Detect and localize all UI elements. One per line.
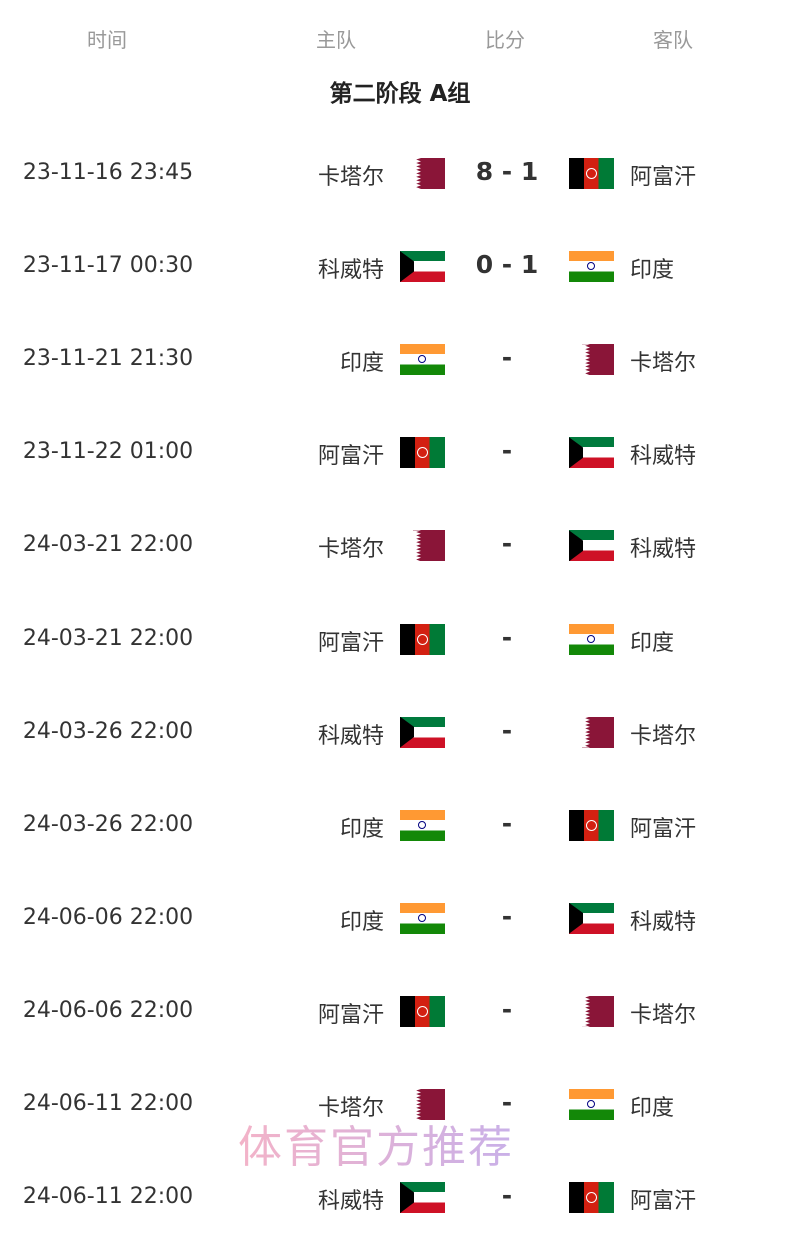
afghanistan-flag-icon <box>569 158 614 189</box>
match-time: 24-06-11 22:00 <box>22 1184 194 1210</box>
match-score: - <box>501 436 513 466</box>
kuwait-flag-icon <box>569 437 614 469</box>
match-row[interactable]: 24-06-11 22:00 科威特 - 阿富汗 <box>0 1177 800 1217</box>
match-row[interactable]: 24-06-06 22:00 印度 - 科威特 <box>0 898 800 938</box>
away-team: 阿富汗 <box>630 1189 697 1215</box>
qatar-flag-icon <box>413 530 445 562</box>
match-time: 24-03-26 22:00 <box>22 811 194 837</box>
india-flag-icon <box>569 623 614 655</box>
afghanistan-flag-icon <box>569 1182 614 1214</box>
match-time: 24-03-26 22:00 <box>22 718 194 744</box>
match-score: - <box>501 1088 513 1117</box>
home-team: 印度 <box>339 909 384 935</box>
india-flag-icon <box>400 902 445 934</box>
match-score: 8 - 1 <box>475 157 539 186</box>
qatar-flag-icon <box>582 344 614 376</box>
home-team: 阿富汗 <box>317 630 384 656</box>
home-team: 科威特 <box>317 258 384 284</box>
match-time: 24-03-21 22:00 <box>22 532 194 558</box>
afghanistan-flag-icon <box>400 995 445 1027</box>
kuwait-flag-icon <box>400 1182 445 1214</box>
kuwait-flag-icon <box>400 716 445 748</box>
match-row[interactable]: 24-03-26 22:00 科威特 - 卡塔尔 <box>0 712 800 752</box>
home-team: 印度 <box>339 351 384 377</box>
match-score: - <box>501 715 513 745</box>
india-flag-icon <box>400 809 445 841</box>
home-team: 卡塔尔 <box>317 1096 384 1121</box>
match-time: 24-06-11 22:00 <box>22 1091 194 1116</box>
match-time: 24-06-06 22:00 <box>22 997 194 1023</box>
header-score: 比分 <box>485 28 525 52</box>
away-team: 卡塔尔 <box>630 723 697 749</box>
match-score: 0 - 1 <box>475 250 539 280</box>
away-team: 卡塔尔 <box>630 351 697 377</box>
match-score: - <box>501 994 513 1024</box>
qatar-flag-icon <box>582 716 614 748</box>
away-team: 阿富汗 <box>630 816 697 842</box>
india-flag-icon <box>400 344 445 376</box>
afghanistan-flag-icon <box>400 623 445 655</box>
home-team: 阿富汗 <box>317 1002 384 1028</box>
afghanistan-flag-icon <box>569 809 614 841</box>
watermark: 体育官方推荐 <box>238 1122 514 1173</box>
match-time: 23-11-21 21:30 <box>22 346 194 372</box>
away-team: 印度 <box>630 258 675 284</box>
afghanistan-flag-icon <box>400 437 445 469</box>
qatar-flag-icon <box>413 158 445 189</box>
home-team: 卡塔尔 <box>317 165 384 190</box>
match-score: - <box>501 1181 513 1211</box>
away-team: 科威特 <box>630 444 697 470</box>
kuwait-flag-icon <box>400 251 445 283</box>
match-time: 23-11-17 00:30 <box>22 253 194 279</box>
group-title: 第二阶段 A组 <box>329 81 471 107</box>
kuwait-flag-icon <box>569 902 614 934</box>
home-team: 印度 <box>339 816 384 842</box>
qatar-flag-icon <box>582 995 614 1027</box>
away-team: 阿富汗 <box>630 165 697 190</box>
kuwait-flag-icon <box>569 530 614 562</box>
header-time: 时间 <box>87 28 127 52</box>
match-row[interactable]: 23-11-21 21:30 印度 - 卡塔尔 <box>0 339 800 379</box>
away-team: 印度 <box>630 630 675 656</box>
match-score: - <box>501 622 513 652</box>
home-team: 阿富汗 <box>317 444 384 470</box>
match-time: 23-11-22 01:00 <box>22 439 194 465</box>
match-row[interactable]: 24-03-26 22:00 印度 - 阿富汗 <box>0 805 800 845</box>
away-team: 印度 <box>630 1096 675 1121</box>
home-team: 卡塔尔 <box>317 537 384 563</box>
away-team: 科威特 <box>630 537 697 563</box>
away-team: 卡塔尔 <box>630 1002 697 1028</box>
match-time: 23-11-16 23:45 <box>22 160 194 185</box>
match-row[interactable]: 24-06-06 22:00 阿富汗 - 卡塔尔 <box>0 991 800 1031</box>
match-time: 24-03-21 22:00 <box>22 625 194 651</box>
match-time: 24-06-06 22:00 <box>22 904 194 930</box>
header-away: 客队 <box>653 28 693 52</box>
match-score: - <box>501 529 513 559</box>
header-home: 主队 <box>316 28 356 52</box>
match-score: - <box>501 343 513 373</box>
match-row[interactable]: 23-11-16 23:45 卡塔尔 8 - 1 阿富汗 <box>0 153 800 193</box>
home-team: 科威特 <box>317 1189 384 1215</box>
match-score: - <box>501 808 513 838</box>
match-row[interactable]: 24-03-21 22:00 阿富汗 - 印度 <box>0 619 800 659</box>
match-row[interactable]: 23-11-22 01:00 阿富汗 - 科威特 <box>0 432 800 472</box>
india-flag-icon <box>569 1089 614 1120</box>
match-score: - <box>501 901 513 931</box>
home-team: 科威特 <box>317 723 384 749</box>
match-row[interactable]: 24-03-21 22:00 卡塔尔 - 科威特 <box>0 525 800 565</box>
match-row[interactable]: 24-06-11 22:00 卡塔尔 - 印度 <box>0 1084 800 1124</box>
match-row[interactable]: 23-11-17 00:30 科威特 0 - 1 印度 <box>0 246 800 286</box>
away-team: 科威特 <box>630 909 697 935</box>
qatar-flag-icon <box>413 1089 445 1120</box>
india-flag-icon <box>569 251 614 283</box>
